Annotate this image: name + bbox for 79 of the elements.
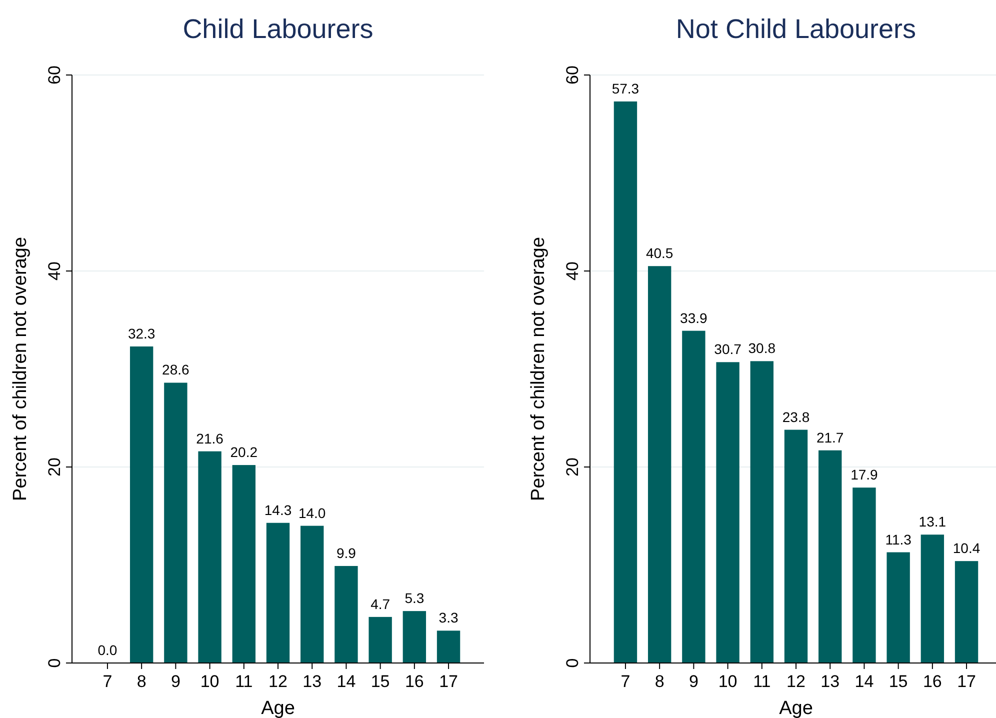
bar [402, 611, 426, 663]
data-label: 17.9 [850, 466, 878, 483]
data-label: 20.2 [230, 444, 258, 460]
x-tick-label: 15 [370, 672, 390, 691]
x-tick-label: 17 [439, 672, 458, 691]
bar [300, 526, 324, 663]
x-tick-label: 10 [718, 672, 738, 691]
x-tick-label: 8 [136, 672, 146, 691]
bar [368, 616, 392, 663]
bar [716, 362, 740, 663]
bar [648, 266, 672, 663]
x-axis-title: Age [779, 698, 813, 718]
data-label: 11.3 [885, 531, 912, 548]
y-tick-label: 40 [45, 262, 64, 280]
bar [614, 101, 638, 663]
chart-title: Not Child Labourers [676, 14, 916, 44]
y-axis-title: Percent of children not overage [10, 236, 31, 502]
data-label: 57.3 [612, 80, 640, 96]
x-tick-label: 13 [302, 672, 322, 691]
data-label: 0.0 [98, 642, 118, 658]
data-label: 3.3 [438, 610, 458, 626]
bar [818, 450, 842, 663]
data-label: 14.3 [264, 502, 292, 518]
x-tick-label: 13 [820, 672, 840, 691]
data-label: 13.1 [918, 514, 946, 530]
x-tick-label: 16 [922, 672, 942, 691]
x-tick-label: 12 [268, 672, 288, 691]
bar [164, 382, 188, 663]
bar [784, 430, 808, 663]
bar [886, 552, 910, 663]
data-label: 32.3 [128, 325, 156, 342]
data-label: 33.9 [680, 310, 708, 326]
data-label: 4.7 [370, 596, 390, 612]
x-tick-label: 15 [888, 672, 908, 691]
data-label: 14.0 [298, 504, 326, 521]
data-label: 28.6 [162, 362, 190, 378]
x-tick-label: 9 [170, 672, 180, 691]
data-label: 9.9 [336, 544, 356, 561]
bar [954, 561, 978, 663]
chart-title: Child Labourers [182, 14, 374, 44]
x-tick-label: 12 [786, 672, 806, 691]
bar [266, 522, 290, 663]
x-tick-label: 7 [620, 672, 630, 691]
bar [682, 330, 706, 663]
data-label: 30.7 [714, 341, 742, 358]
data-label: 10.4 [952, 540, 980, 556]
x-tick-label: 14 [854, 672, 874, 691]
bar [920, 534, 944, 663]
x-tick-label: 9 [688, 672, 698, 691]
y-axis-title: Percent of children not overage [528, 236, 549, 502]
bar [198, 451, 222, 663]
x-axis-title: Age [261, 698, 295, 718]
bar [232, 465, 256, 663]
y-tick-label: 60 [563, 66, 582, 84]
y-tick-label: 20 [45, 458, 64, 476]
data-label: 23.8 [782, 408, 810, 425]
data-label: 40.5 [646, 245, 674, 262]
bar [334, 566, 358, 663]
y-tick-label: 0 [45, 658, 64, 668]
y-tick-label: 60 [45, 66, 64, 84]
bar [852, 488, 876, 663]
x-tick-label: 16 [404, 672, 424, 691]
x-tick-label: 11 [235, 672, 253, 691]
y-tick-label: 0 [563, 658, 582, 668]
data-label: 21.6 [196, 430, 224, 446]
data-label: 30.8 [748, 340, 776, 356]
data-label: 21.7 [816, 429, 844, 446]
x-tick-label: 10 [200, 672, 220, 691]
x-tick-label: 14 [336, 672, 356, 691]
y-tick-label: 40 [563, 262, 582, 280]
bar [750, 361, 774, 663]
bar [130, 346, 154, 663]
y-tick-label: 20 [563, 458, 582, 476]
bar [436, 630, 460, 663]
x-tick-label: 17 [957, 672, 976, 691]
data-label: 5.3 [404, 590, 424, 606]
x-tick-label: 7 [102, 672, 112, 691]
x-tick-label: 8 [654, 672, 664, 691]
x-tick-label: 11 [753, 672, 771, 691]
